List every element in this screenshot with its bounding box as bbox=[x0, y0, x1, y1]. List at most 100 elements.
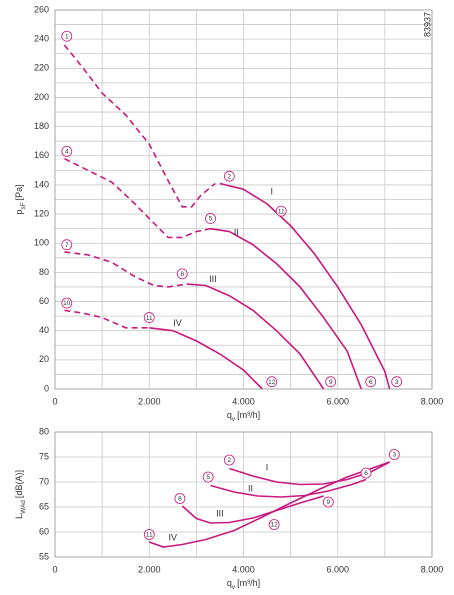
x-axis-label: qv [m³/h] bbox=[227, 410, 260, 422]
marker-circle bbox=[174, 493, 186, 504]
curve bbox=[210, 227, 363, 390]
marker-label: 11 bbox=[278, 208, 285, 215]
marker-label: 8 bbox=[178, 496, 182, 503]
point-marker: 7 bbox=[61, 239, 73, 251]
marker-circle bbox=[360, 467, 372, 479]
x-label-sub: v bbox=[232, 584, 236, 591]
y-tick-label: 75 bbox=[39, 451, 49, 461]
y-tick-label: 40 bbox=[39, 325, 49, 335]
curve bbox=[63, 44, 216, 208]
point-marker: 12 bbox=[266, 376, 278, 388]
y-tick-label: 0 bbox=[44, 383, 49, 393]
marker-circle bbox=[223, 454, 235, 466]
marker-circle bbox=[61, 145, 73, 157]
marker-circle bbox=[275, 205, 287, 217]
point-marker: 9 bbox=[322, 496, 334, 508]
point-marker: 6 bbox=[365, 376, 377, 388]
y-tick-label: 65 bbox=[39, 501, 49, 511]
x-tick-label: 4.000 bbox=[232, 396, 255, 406]
y-tick-label: 70 bbox=[39, 476, 49, 486]
marker-label: 10 bbox=[63, 300, 71, 307]
y-tick-label: 120 bbox=[34, 208, 49, 218]
x-tick-label: 8.000 bbox=[421, 564, 444, 574]
y-tick-label: 160 bbox=[34, 150, 49, 160]
curve bbox=[64, 251, 188, 288]
plot-frame bbox=[54, 431, 433, 558]
figure-id: 83937 bbox=[422, 12, 432, 37]
curve bbox=[148, 461, 390, 548]
point-marker: 11 bbox=[143, 529, 155, 540]
curve-label: I bbox=[266, 462, 269, 472]
marker-circle bbox=[322, 496, 334, 508]
x-label-unit: [m³/h] bbox=[237, 410, 260, 420]
marker-circle bbox=[61, 239, 73, 251]
y-tick-label: 60 bbox=[39, 526, 49, 536]
x-label-main: q bbox=[227, 578, 232, 588]
curve bbox=[186, 283, 325, 390]
marker-circle bbox=[143, 529, 155, 540]
point-marker: 8 bbox=[174, 493, 186, 504]
x-label-main: q bbox=[227, 410, 232, 420]
y-label-main: p bbox=[14, 210, 24, 215]
marker-circle bbox=[268, 519, 280, 530]
curve bbox=[64, 157, 211, 239]
marker-label: 5 bbox=[209, 216, 213, 223]
x-tick-label: 0 bbox=[52, 564, 57, 574]
point-marker: 4 bbox=[61, 145, 73, 157]
y-label-unit: [dB(A)] bbox=[14, 470, 24, 498]
curve-label: IV bbox=[173, 318, 182, 328]
curve-label: II bbox=[234, 227, 239, 237]
marker-label: 3 bbox=[392, 452, 396, 459]
marker-circle bbox=[391, 376, 403, 388]
marker-label: 4 bbox=[65, 149, 69, 156]
point-marker: 2 bbox=[223, 170, 235, 182]
x-tick-label: 2.000 bbox=[138, 396, 161, 406]
point-marker: 5 bbox=[205, 213, 216, 224]
y-tick-label: 20 bbox=[39, 354, 49, 364]
curve bbox=[64, 309, 150, 329]
marker-label: 3 bbox=[395, 379, 399, 386]
point-marker: 9 bbox=[325, 376, 337, 388]
marker-circle bbox=[61, 30, 73, 42]
marker-circle bbox=[388, 449, 400, 460]
marker-circle bbox=[266, 376, 278, 388]
x-tick-label: 2.000 bbox=[138, 564, 161, 574]
marker-circle bbox=[176, 268, 188, 280]
y-label-main: L bbox=[14, 514, 24, 519]
curve bbox=[149, 326, 263, 390]
point-marker: 8 bbox=[176, 268, 188, 280]
marker-label: 2 bbox=[228, 457, 232, 464]
marker-label: 5 bbox=[206, 474, 210, 481]
curve bbox=[210, 478, 367, 498]
curve bbox=[181, 495, 324, 524]
point-marker: 11 bbox=[143, 312, 155, 323]
marker-label: 6 bbox=[369, 379, 373, 386]
x-tick-label: 4.000 bbox=[232, 564, 255, 574]
y-label-unit: [Pa] bbox=[14, 184, 24, 200]
y-tick-label: 200 bbox=[34, 92, 49, 102]
x-tick-label: 8.000 bbox=[421, 396, 444, 406]
y-tick-label: 80 bbox=[39, 426, 49, 436]
marker-circle bbox=[223, 170, 235, 182]
y-label-sub: sF bbox=[20, 202, 27, 209]
y-tick-label: 180 bbox=[34, 121, 49, 131]
y-axis-label: LWAd [dB(A)] bbox=[14, 470, 26, 519]
marker-circle bbox=[61, 297, 73, 309]
point-marker: 12 bbox=[268, 519, 280, 530]
marker-label: 1 bbox=[65, 33, 69, 40]
marker-circle bbox=[202, 471, 214, 483]
marker-circle bbox=[365, 376, 377, 388]
marker-label: 6 bbox=[364, 470, 368, 477]
y-tick-label: 80 bbox=[39, 267, 49, 277]
curve-label: I bbox=[271, 187, 274, 197]
y-tick-label: 220 bbox=[34, 63, 49, 73]
curve-label: III bbox=[209, 274, 217, 284]
curve bbox=[219, 182, 391, 390]
y-tick-label: 140 bbox=[34, 179, 49, 189]
x-label-sub: v bbox=[232, 416, 236, 423]
x-label-unit: [m³/h] bbox=[237, 578, 260, 588]
marker-label: 9 bbox=[327, 499, 331, 506]
x-tick-label: 0 bbox=[52, 396, 57, 406]
